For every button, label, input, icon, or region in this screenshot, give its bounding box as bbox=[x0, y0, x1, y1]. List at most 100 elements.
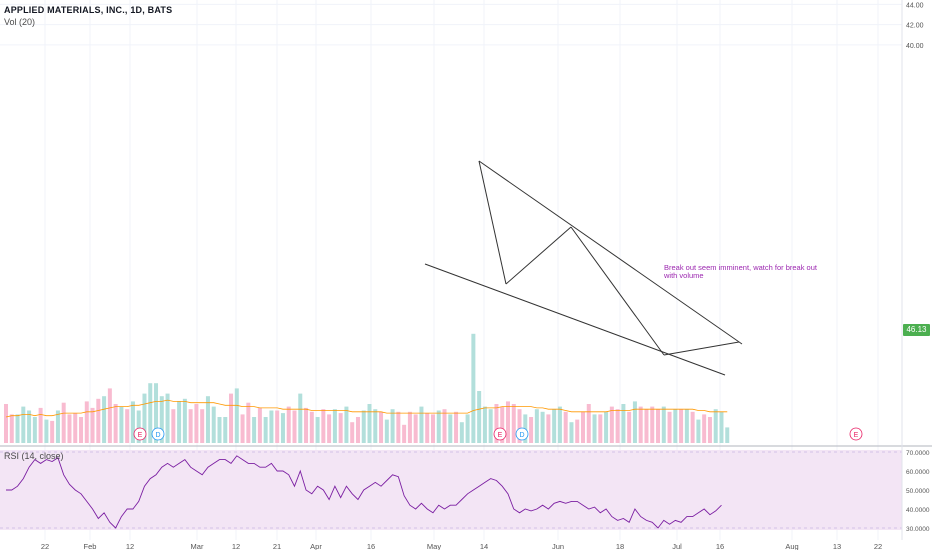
volume-bar bbox=[390, 409, 395, 443]
marker-circle bbox=[151, 427, 165, 441]
volume-bar bbox=[107, 388, 112, 443]
volume-bar bbox=[500, 406, 505, 443]
volume-bar bbox=[84, 401, 89, 443]
volume-bar bbox=[38, 407, 43, 443]
volume-bar bbox=[373, 409, 378, 443]
volume-bar bbox=[90, 407, 95, 443]
dividend-marker[interactable]: D bbox=[515, 427, 529, 441]
volume-bar bbox=[713, 409, 718, 443]
time-tick-label: 12 bbox=[126, 542, 134, 550]
volume-bar bbox=[604, 411, 609, 443]
volume-bar bbox=[454, 411, 459, 443]
volume-bar bbox=[477, 391, 482, 443]
volume-bar bbox=[327, 414, 332, 443]
volume-bar bbox=[586, 404, 591, 443]
volume-bar bbox=[217, 417, 222, 443]
volume-bar bbox=[275, 410, 280, 443]
volume-bar bbox=[286, 406, 291, 443]
volume-bar bbox=[581, 411, 585, 443]
volume-bar bbox=[67, 414, 72, 443]
volume-bar bbox=[661, 406, 666, 443]
volume-bar bbox=[367, 404, 372, 443]
volume-bar bbox=[569, 422, 574, 443]
volume-bar bbox=[505, 401, 510, 443]
chart-title: APPLIED MATERIALS, INC., 1D, BATS bbox=[4, 5, 173, 15]
volume-bar bbox=[240, 414, 245, 443]
volume-bar bbox=[96, 398, 101, 443]
time-tick-label: Mar bbox=[191, 542, 204, 550]
trendline-inner-2 bbox=[505, 226, 572, 285]
volume-bar bbox=[188, 409, 193, 443]
volume-bar bbox=[511, 404, 516, 443]
time-tick-label: 22 bbox=[874, 542, 882, 550]
dividend-marker[interactable]: D bbox=[151, 427, 165, 441]
volume-bar bbox=[257, 407, 262, 443]
marker-letter: D bbox=[519, 432, 524, 439]
rsi-band bbox=[0, 450, 902, 530]
volume-bar bbox=[211, 406, 216, 443]
time-tick-label: 21 bbox=[273, 542, 281, 550]
earnings-marker[interactable]: E bbox=[849, 427, 863, 441]
time-tick-label: 18 bbox=[616, 542, 624, 550]
volume-bar bbox=[494, 404, 499, 443]
volume-bar bbox=[627, 411, 632, 443]
rsi-tick-label: 70.0000 bbox=[906, 450, 930, 457]
volume-bar bbox=[598, 414, 603, 443]
volume-bar bbox=[684, 409, 689, 443]
trendline-lower bbox=[424, 263, 726, 376]
trendline-inner-3 bbox=[570, 226, 665, 356]
volume-bar bbox=[9, 414, 14, 443]
annotation-line-2: with volume bbox=[664, 271, 704, 280]
volume-bar bbox=[32, 417, 37, 443]
volume-bar bbox=[534, 409, 539, 443]
volume-bar bbox=[148, 383, 153, 443]
marker-circle bbox=[515, 427, 529, 441]
trendline-upper bbox=[478, 160, 743, 345]
volume-bar bbox=[725, 427, 730, 443]
volume-bar bbox=[482, 406, 487, 443]
earnings-marker[interactable]: E bbox=[133, 427, 147, 441]
rsi-legend: RSI (14, close) bbox=[4, 451, 64, 461]
trendline-inner-4 bbox=[663, 341, 740, 356]
volume-bar bbox=[379, 411, 384, 443]
time-tick-label: Feb bbox=[84, 542, 97, 550]
volume-bar bbox=[44, 419, 49, 443]
volume-bar bbox=[384, 419, 389, 443]
time-tick-label: 16 bbox=[716, 542, 724, 550]
volume-bar bbox=[102, 396, 107, 443]
volume-bar bbox=[442, 409, 447, 443]
volume-bar bbox=[407, 411, 412, 443]
volume-bar bbox=[546, 414, 551, 443]
volume-bar bbox=[73, 413, 78, 443]
volume-bar bbox=[656, 409, 661, 443]
earnings-marker[interactable]: E bbox=[493, 427, 507, 441]
volume-bar bbox=[402, 424, 407, 443]
volume-bar bbox=[702, 414, 707, 443]
price-tick-label: 40.00 bbox=[906, 43, 924, 50]
time-tick-label: Jun bbox=[552, 542, 564, 550]
volume-bar bbox=[229, 393, 234, 443]
annotation-note[interactable]: Break out seem imminent, watch for break… bbox=[664, 264, 834, 280]
volume-bar bbox=[471, 333, 476, 443]
volume-bar bbox=[350, 422, 355, 443]
volume-bar bbox=[436, 410, 441, 443]
volume-bar bbox=[125, 409, 130, 443]
annotation-line-1: Break out seem imminent, watch for break… bbox=[664, 263, 817, 272]
volume-bar bbox=[309, 411, 314, 443]
volume-bar bbox=[177, 401, 182, 443]
volume-legend: Vol (20) bbox=[4, 17, 36, 27]
volume-bar bbox=[719, 411, 724, 443]
volume-ma-line bbox=[5, 399, 728, 418]
volume-bar bbox=[540, 411, 545, 443]
marker-letter: E bbox=[138, 432, 143, 439]
volume-bar bbox=[632, 401, 637, 443]
volume-bar bbox=[332, 409, 337, 443]
volume-bar bbox=[200, 409, 205, 443]
volume-bar bbox=[130, 401, 135, 443]
volume-bar bbox=[696, 419, 701, 443]
marker-letter: E bbox=[498, 432, 503, 439]
volume-bar bbox=[609, 406, 614, 443]
volume-bar bbox=[142, 393, 147, 443]
